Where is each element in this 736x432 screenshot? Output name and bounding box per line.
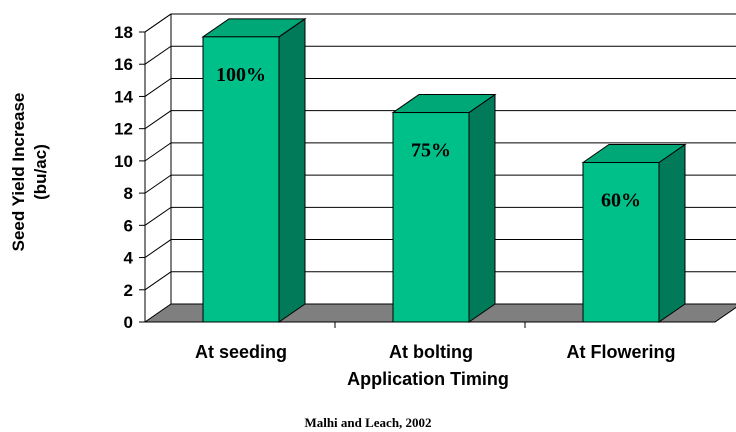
data-labels: 100% 75% 60% xyxy=(216,64,641,212)
bar-front xyxy=(582,162,660,323)
bars xyxy=(201,17,687,323)
y-tick-label: 12 xyxy=(114,120,133,139)
y-tick-label: 2 xyxy=(124,281,133,300)
bar-side xyxy=(278,17,306,323)
x-category-label: At bolting xyxy=(389,342,473,362)
gridline xyxy=(144,239,736,258)
gridline xyxy=(144,142,736,162)
bar xyxy=(581,143,687,323)
y-tick-label: 16 xyxy=(114,55,133,74)
bar xyxy=(391,93,497,323)
y-tick-label: 4 xyxy=(124,249,134,268)
bar-side xyxy=(468,93,496,323)
gridline xyxy=(144,77,736,97)
gridline xyxy=(144,271,736,291)
bar-side xyxy=(658,143,686,323)
y-tick-label: 8 xyxy=(124,184,133,203)
y-tick-label: 14 xyxy=(114,87,133,106)
y-tick-label: 18 xyxy=(114,23,133,42)
y-axis-label-line2: (bu/ac) xyxy=(31,144,50,200)
data-label: 75% xyxy=(411,140,451,162)
gridline xyxy=(144,206,736,226)
y-tick-labels: 0 2 4 6 8 10 12 14 16 18 xyxy=(114,23,133,332)
x-category-labels: At seeding At bolting At Flowering xyxy=(195,342,676,362)
y-tick-label: 6 xyxy=(124,216,133,235)
y-tick-label: 0 xyxy=(124,313,133,332)
data-label: 100% xyxy=(216,64,266,86)
y-tick-label: 10 xyxy=(114,152,133,171)
gridline xyxy=(144,110,736,130)
data-label: 60% xyxy=(601,190,641,212)
bar-front xyxy=(202,36,280,323)
gridline xyxy=(144,174,736,194)
x-category-label: At seeding xyxy=(195,342,287,362)
bar-front xyxy=(392,112,470,323)
gridline xyxy=(144,45,736,65)
source-citation: Malhi and Leach, 2002 xyxy=(304,415,431,430)
gridlines xyxy=(139,13,736,328)
bar xyxy=(201,17,307,323)
x-axis-label: Application Timing xyxy=(347,369,509,389)
y-axis-label-line1: Seed Yield Increase xyxy=(9,93,28,252)
gridline xyxy=(144,13,736,33)
x-category-label: At Flowering xyxy=(567,342,676,362)
left-wall-edge xyxy=(144,13,172,322)
